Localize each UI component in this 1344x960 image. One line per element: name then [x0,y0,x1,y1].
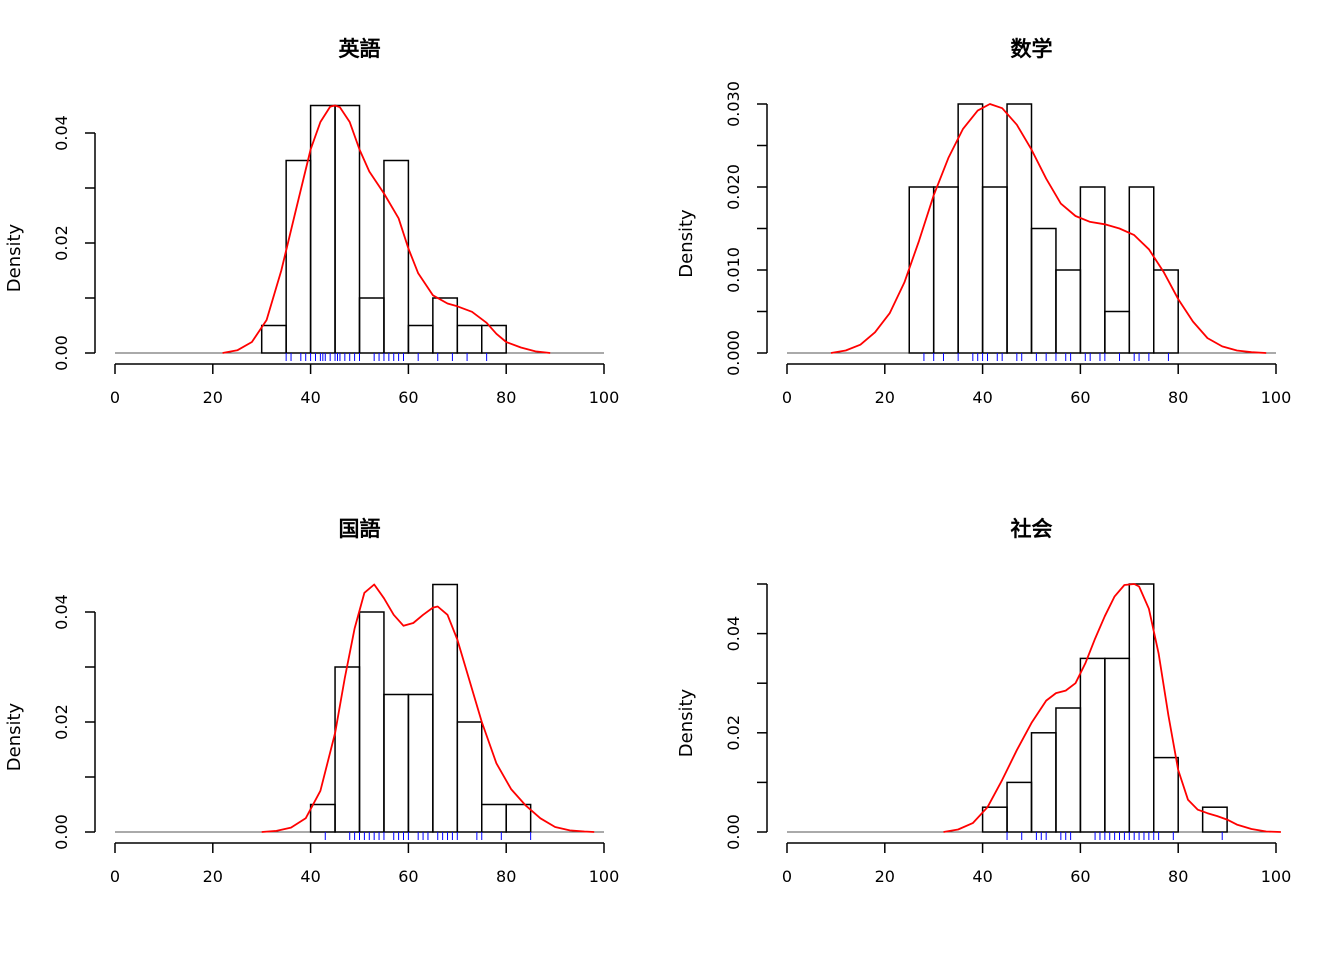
density-curve [830,103,1267,354]
histogram-bar [908,186,935,354]
histogram-bar [334,104,361,354]
histogram-bar [1201,806,1228,833]
histogram-bar [1055,269,1082,354]
density-curve [943,583,1281,833]
histogram-panel-2: 数学 Density 0 20 40 60 80 100 0.000 0.010 0.020 0.03… [676,37,1291,407]
histogram-bar [407,693,434,833]
x-tick-label: 60 [398,388,418,407]
x-tick-label: 40 [300,867,320,886]
x-tick-label: 0 [782,388,792,407]
histogram-bar [1128,583,1155,833]
histogram-bar [309,104,336,354]
panel-title: 数学 [1011,37,1053,61]
y-axis-label: Density [676,688,697,757]
y-tick-label: 0.030 [724,81,743,127]
x-tick-label: 60 [398,867,418,886]
x-tick-label: 100 [589,867,620,886]
histogram-bar [1104,310,1131,354]
histogram-bar [358,297,385,354]
histogram-panel-3: 国語 Density 0 20 40 60 80 100 0.00 0.02 0.04 [4,517,619,886]
y-tick-label: 0.02 [52,704,71,740]
histogram-bar [1055,707,1082,833]
x-tick-label: 0 [782,867,792,886]
x-tick-label: 80 [1168,388,1188,407]
y-tick-label: 0.02 [724,715,743,751]
histogram-bar [957,103,984,354]
histogram-bar [932,186,959,354]
histogram-bar [383,159,410,354]
x-tick-label: 100 [589,388,620,407]
histogram-bar [1006,781,1033,833]
histogram-bar [1153,756,1179,833]
histogram-bar [481,324,507,354]
y-tick-label: 0.02 [52,225,71,261]
panel-title: 英語 [339,37,381,61]
histogram-bar [981,186,1008,354]
y-axis-label: Density [4,223,25,292]
density-curve [222,104,551,354]
y-tick-label: 0.04 [52,594,71,630]
density-curve [261,583,595,833]
histogram-bar [1104,657,1131,833]
y-tick-label: 0.020 [724,164,743,210]
y-tick-label: 0.04 [52,115,71,151]
histogram-bar [285,159,312,354]
y-tick-label: 0.010 [724,247,743,293]
x-tick-label: 60 [1070,867,1090,886]
histogram-bar [505,803,532,833]
x-tick-label: 40 [300,388,320,407]
histogram-bar [383,693,410,833]
x-tick-label: 20 [875,388,895,407]
histogram-bar [456,324,483,354]
histogram-bar [1030,732,1057,833]
x-tick-label: 40 [972,867,992,886]
x-tick-label: 100 [1261,867,1292,886]
x-tick-label: 100 [1261,388,1292,407]
histogram-panel-4: 社会 Density 0 20 40 60 80 100 0.00 0.02 0.04 [676,517,1291,886]
histogram-bar [1128,186,1155,354]
x-tick-label: 20 [203,867,223,886]
histogram-bar [260,324,287,354]
x-tick-label: 80 [496,388,516,407]
histogram-bar [981,806,1008,833]
x-tick-label: 60 [1070,388,1090,407]
histogram-bar [358,611,385,833]
y-tick-label: 0.00 [52,814,71,850]
histogram-bar [309,803,336,833]
histogram-bar [1030,227,1057,354]
x-tick-label: 40 [972,388,992,407]
histogram-bar [1006,103,1033,354]
histogram-bar [1079,657,1106,833]
histogram-bar [481,803,507,833]
x-tick-label: 20 [203,388,223,407]
y-tick-label: 0.00 [52,335,71,371]
histogram-bar [456,721,483,833]
x-tick-label: 80 [496,867,516,886]
panel-title: 社会 [1010,517,1053,541]
x-tick-label: 0 [110,867,120,886]
histogram-bar [407,324,434,354]
histogram-panel-1: 英語 Density 0 20 40 60 80 100 0.00 0.02 0.04 [4,37,619,407]
y-axis-label: Density [676,209,697,278]
histogram-bar [432,297,459,354]
histogram-bar [334,666,361,833]
panel-title: 国語 [339,517,381,541]
histogram-bar [432,583,459,833]
y-axis-label: Density [4,702,25,771]
histogram-bar [1079,186,1106,354]
histogram-bar [1153,269,1179,354]
y-tick-label: 0.04 [724,616,743,652]
x-tick-label: 20 [875,867,895,886]
y-tick-label: 0.00 [724,814,743,850]
x-tick-label: 0 [110,388,120,407]
y-tick-label: 0.000 [724,330,743,376]
x-tick-label: 80 [1168,867,1188,886]
